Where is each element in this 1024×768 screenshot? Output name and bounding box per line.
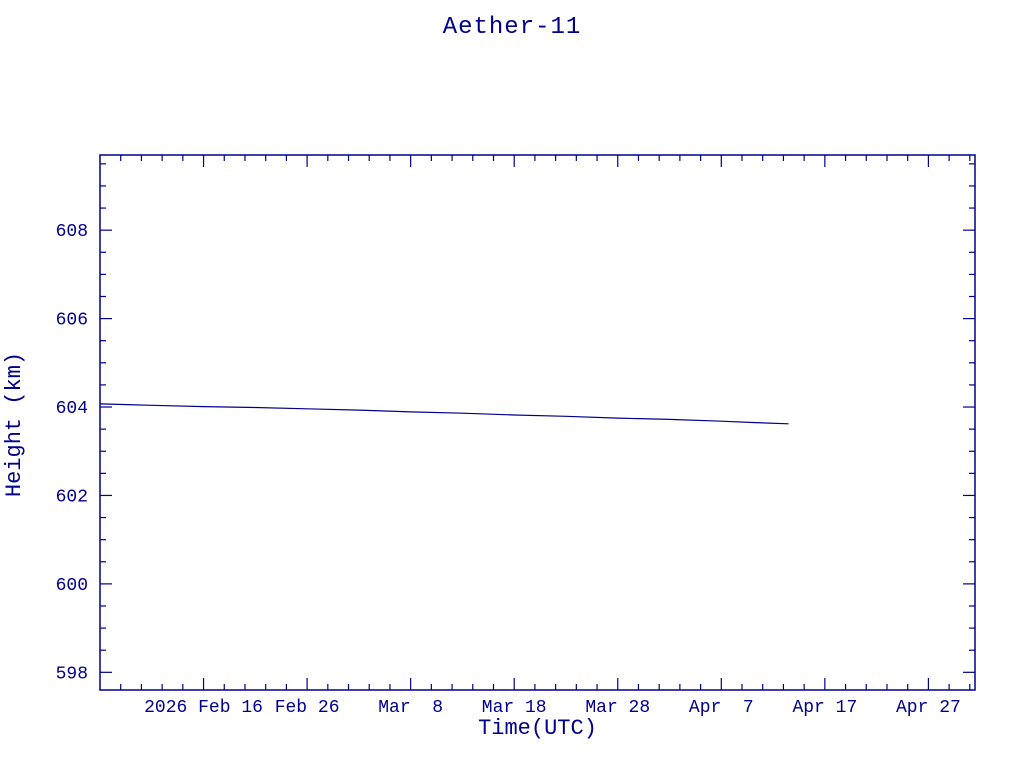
y-axis-tick-label: 608 [56,222,88,242]
chart-title: Aether-11 [442,14,582,41]
x-axis-tick-label: Mar 8 [378,698,443,718]
x-axis-label: Time(UTC) [478,716,597,741]
data-series-line [99,403,789,425]
y-axis-tick-label: 598 [56,664,88,684]
plot-frame [99,154,976,691]
x-axis-tick-label: Mar 28 [585,698,650,718]
x-axis-tick-label: 2026 Feb 16 [144,698,263,718]
x-axis-tick-label: Feb 26 [275,698,340,718]
x-axis-tick-label: Apr 7 [689,698,754,718]
x-axis-tick-label: Apr 17 [792,698,857,718]
y-axis-tick-label: 602 [56,487,88,507]
x-axis-tick-label: Mar 18 [482,698,547,718]
y-axis-label: Height (km) [2,351,28,498]
x-axis-tick-label: Apr 27 [896,698,961,718]
y-axis-tick-label: 606 [56,311,88,331]
y-axis-tick-label: 604 [56,399,88,419]
y-axis-tick-label: 600 [56,576,88,596]
